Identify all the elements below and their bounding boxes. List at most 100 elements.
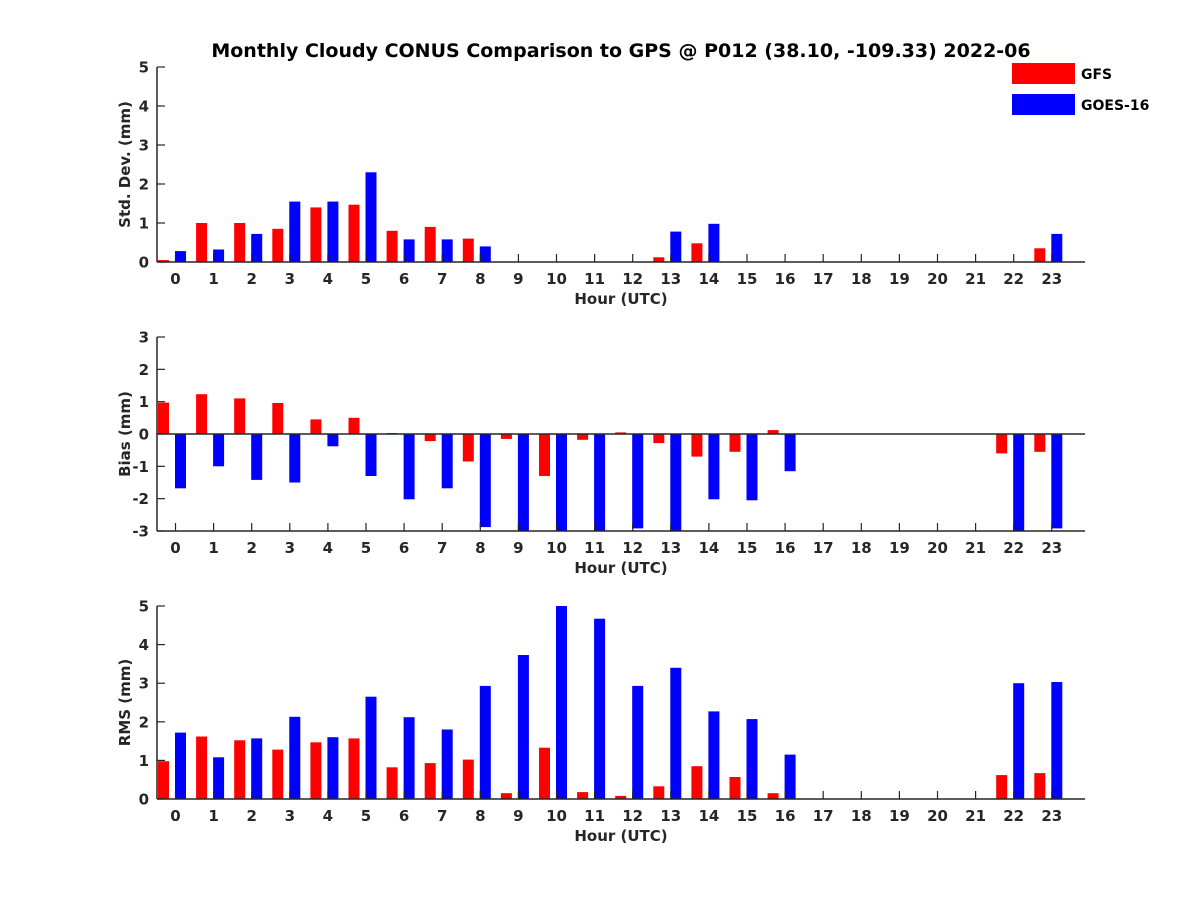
bar-goes16-hour-12 bbox=[632, 685, 644, 799]
x-tick-label: 1 bbox=[208, 270, 218, 288]
legend-label-gfs: GFS bbox=[1081, 67, 1112, 83]
x-tick-label: 8 bbox=[475, 539, 485, 557]
x-tick-label: 3 bbox=[285, 807, 295, 825]
y-tick-label: 1 bbox=[139, 752, 149, 770]
x-tick-label: 3 bbox=[285, 539, 295, 557]
x-tick-label: 5 bbox=[361, 539, 371, 557]
bar-goes16-hour-1 bbox=[213, 249, 225, 262]
bar-gfs-hour-2 bbox=[234, 398, 246, 434]
x-tick-label: 22 bbox=[1003, 539, 1024, 557]
x-tick-label: 9 bbox=[513, 270, 523, 288]
y-tick-label: 5 bbox=[139, 59, 149, 77]
x-tick-label: 13 bbox=[660, 270, 681, 288]
bar-goes16-hour-8 bbox=[479, 685, 491, 799]
x-tick-label: 19 bbox=[889, 539, 910, 557]
bar-goes16-hour-3 bbox=[289, 716, 301, 799]
bar-goes16-hour-11 bbox=[594, 434, 606, 531]
bar-gfs-hour-1 bbox=[196, 223, 208, 262]
x-tick-label: 10 bbox=[546, 807, 567, 825]
bar-gfs-hour-14 bbox=[691, 434, 703, 457]
bar-goes16-hour-13 bbox=[670, 231, 682, 262]
bar-gfs-hour-8 bbox=[462, 238, 474, 262]
x-tick-label: 14 bbox=[698, 539, 719, 557]
bar-goes16-hour-14 bbox=[708, 223, 720, 262]
bar-gfs-hour-3 bbox=[272, 749, 284, 799]
bar-goes16-hour-14 bbox=[708, 711, 720, 799]
bar-goes16-hour-9 bbox=[517, 655, 529, 799]
x-tick-label: 21 bbox=[965, 807, 986, 825]
x-tick-label: 12 bbox=[622, 807, 643, 825]
bar-goes16-hour-1 bbox=[213, 757, 225, 799]
x-tick-label: 8 bbox=[475, 270, 485, 288]
x-tick-label: 22 bbox=[1003, 270, 1024, 288]
y-tick-label: 1 bbox=[139, 215, 149, 233]
y-tick-label: 4 bbox=[139, 636, 149, 654]
bar-gfs-hour-13 bbox=[653, 786, 665, 799]
x-tick-label: 18 bbox=[851, 270, 872, 288]
bar-goes16-hour-3 bbox=[289, 434, 301, 483]
legend: GFS GOES-16 bbox=[1012, 63, 1149, 115]
bar-goes16-hour-2 bbox=[251, 434, 263, 480]
x-tick-label: 8 bbox=[475, 807, 485, 825]
x-tick-label: 0 bbox=[170, 270, 180, 288]
bar-gfs-hour-4 bbox=[310, 742, 322, 799]
x-tick-label: 16 bbox=[775, 270, 796, 288]
x-tick-label: 20 bbox=[927, 270, 948, 288]
y-tick-label: 3 bbox=[139, 329, 149, 347]
bar-gfs-hour-5 bbox=[348, 417, 360, 434]
x-axis-label: Hour (UTC) bbox=[574, 290, 667, 308]
bar-goes16-hour-22 bbox=[1013, 434, 1025, 531]
series-goes16-bars bbox=[175, 172, 1063, 262]
bar-gfs-hour-9 bbox=[500, 793, 512, 799]
bar-goes16-hour-7 bbox=[441, 729, 453, 799]
bar-goes16-hour-5 bbox=[365, 434, 377, 476]
y-axis-label: Std. Dev. (mm) bbox=[116, 101, 134, 228]
x-tick-label: 13 bbox=[660, 539, 681, 557]
bar-gfs-hour-7 bbox=[424, 763, 436, 799]
y-tick-label: -2 bbox=[132, 490, 149, 508]
x-tick-label: 17 bbox=[813, 270, 834, 288]
bar-goes16-hour-23 bbox=[1051, 682, 1063, 799]
bar-goes16-hour-5 bbox=[365, 696, 377, 799]
x-tick-label: 5 bbox=[361, 807, 371, 825]
y-tick-label: 0 bbox=[139, 254, 149, 272]
bar-goes16-hour-16 bbox=[784, 434, 796, 472]
bar-goes16-hour-9 bbox=[517, 434, 529, 531]
x-tick-label: 4 bbox=[323, 270, 333, 288]
bar-goes16-hour-1 bbox=[213, 434, 225, 467]
bar-gfs-hour-2 bbox=[234, 740, 246, 799]
bar-gfs-hour-15 bbox=[729, 434, 741, 452]
x-tick-label: 19 bbox=[889, 270, 910, 288]
bar-goes16-hour-22 bbox=[1013, 683, 1025, 799]
x-tick-label: 12 bbox=[622, 270, 643, 288]
bar-goes16-hour-7 bbox=[441, 239, 453, 262]
x-tick-label: 7 bbox=[437, 539, 447, 557]
bar-goes16-hour-7 bbox=[441, 434, 453, 489]
bar-gfs-hour-3 bbox=[272, 228, 284, 262]
bar-gfs-hour-9 bbox=[500, 434, 512, 439]
x-tick-label: 7 bbox=[437, 807, 447, 825]
bar-gfs-hour-0 bbox=[158, 260, 169, 262]
bar-gfs-hour-4 bbox=[310, 207, 322, 262]
x-tick-label: 5 bbox=[361, 270, 371, 288]
legend-label-goes16: GOES-16 bbox=[1081, 98, 1149, 114]
series-gfs-bars bbox=[158, 204, 1046, 262]
bar-gfs-hour-12 bbox=[615, 432, 627, 434]
chart-title: Monthly Cloudy CONUS Comparison to GPS @… bbox=[211, 40, 1030, 62]
bar-goes16-hour-16 bbox=[784, 754, 796, 799]
bar-gfs-hour-14 bbox=[691, 766, 703, 799]
y-tick-label: 2 bbox=[139, 713, 149, 731]
x-tick-label: 13 bbox=[660, 807, 681, 825]
bar-gfs-hour-11 bbox=[577, 434, 589, 440]
x-tick-label: 0 bbox=[170, 807, 180, 825]
bar-gfs-hour-14 bbox=[691, 243, 703, 262]
bar-goes16-hour-10 bbox=[556, 606, 567, 799]
bar-goes16-hour-8 bbox=[479, 434, 491, 528]
bar-gfs-hour-11 bbox=[577, 792, 589, 799]
bar-goes16-hour-13 bbox=[670, 667, 682, 799]
x-tick-label: 2 bbox=[246, 270, 256, 288]
x-tick-label: 19 bbox=[889, 807, 910, 825]
x-tick-label: 21 bbox=[965, 270, 986, 288]
